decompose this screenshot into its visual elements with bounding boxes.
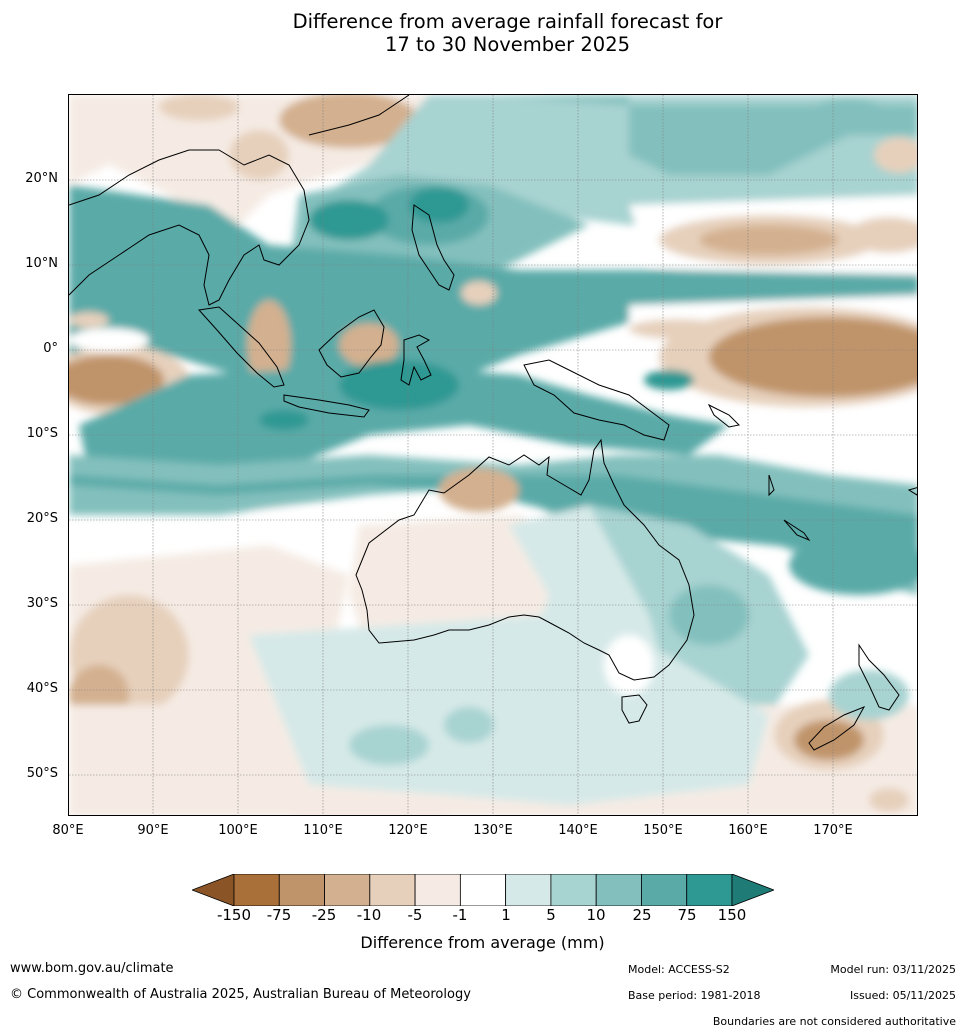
new-caledonia-coast <box>783 519 811 542</box>
colorbar-block <box>595 873 642 907</box>
sulawesi-coast <box>400 334 432 386</box>
colorbar-tick: -1 <box>452 906 468 924</box>
australia-coast <box>355 438 695 681</box>
colorbar-block <box>324 873 371 907</box>
colorbar-tick: 150 <box>717 906 747 924</box>
colorbar-svg <box>190 873 776 907</box>
lat-label-50s: 50°S <box>26 766 58 781</box>
vanuatu-coast <box>768 474 775 497</box>
solomon-coast <box>707 403 741 428</box>
china-coast <box>308 95 410 136</box>
nz-north-coast <box>858 643 900 711</box>
colorbar-under-triangle <box>190 873 235 907</box>
lat-label-30s: 30°S <box>26 596 58 611</box>
lat-label-10n: 10°N <box>25 256 58 271</box>
map-canvas <box>69 95 917 815</box>
java-coast <box>283 394 370 418</box>
philippines-coast <box>411 204 455 291</box>
indochina-coast <box>69 149 310 306</box>
colorbar-block <box>505 873 552 907</box>
colorbar-tick: -10 <box>356 906 382 924</box>
lat-label-10s: 10°S <box>26 426 58 441</box>
colorbar <box>190 873 776 907</box>
borneo-coast <box>318 309 385 378</box>
coastlines <box>69 95 917 751</box>
copyright-text: © Commonwealth of Australia 2025, Austra… <box>10 987 471 1002</box>
rainfall-map <box>68 94 918 816</box>
map-gridlines <box>69 95 917 815</box>
colorbar-tick: -150 <box>216 906 252 924</box>
nz-south-coast <box>808 706 866 751</box>
colorbar-block <box>369 873 416 907</box>
lon-label-120e: 120°E <box>388 823 428 838</box>
lon-label-100e: 100°E <box>218 823 258 838</box>
lat-label-20n: 20°N <box>25 171 58 186</box>
lon-label-130e: 130°E <box>473 823 513 838</box>
model-text: Model: ACCESS-S2 <box>628 963 730 976</box>
base-period-text: Base period: 1981-2018 <box>628 989 761 1002</box>
colorbar-tick: 10 <box>586 906 606 924</box>
lon-label-150e: 150°E <box>643 823 683 838</box>
colorbar-block <box>278 873 325 907</box>
lon-label-140e: 140°E <box>558 823 598 838</box>
colorbar-tick: 25 <box>632 906 652 924</box>
title-line-2: 17 to 30 November 2025 <box>384 33 631 56</box>
colorbar-tick: -75 <box>266 906 292 924</box>
colorbar-blocks <box>233 873 733 907</box>
colorbar-block <box>686 873 733 907</box>
new-guinea-coast <box>523 359 670 441</box>
colorbar-block <box>233 873 280 907</box>
lat-label-20s: 20°S <box>26 511 58 526</box>
map-title: Difference from average rainfall forecas… <box>0 10 965 56</box>
lat-label-0: 0° <box>43 341 58 356</box>
lon-label-80e: 80°E <box>52 823 84 838</box>
colorbar-tick: 75 <box>677 906 697 924</box>
model-run-text: Model run: 03/11/2025 <box>830 963 956 976</box>
colorbar-block <box>414 873 461 907</box>
title-line-1: Difference from average rainfall forecas… <box>292 10 723 33</box>
website-link[interactable]: www.bom.gov.au/climate <box>10 961 174 976</box>
tasmania-coast <box>621 694 648 724</box>
colorbar-tick: 1 <box>501 906 511 924</box>
lat-label-40s: 40°S <box>26 681 58 696</box>
lon-label-110e: 110°E <box>303 823 343 838</box>
colorbar-block <box>459 873 507 907</box>
disclaimer-text: Boundaries are not considered authoritat… <box>712 1015 956 1028</box>
colorbar-over-triangle <box>731 873 776 907</box>
lon-label-170e: 170°E <box>813 823 853 838</box>
colorbar-label: Difference from average (mm) <box>360 933 605 952</box>
colorbar-block <box>641 873 688 907</box>
colorbar-block <box>550 873 597 907</box>
colorbar-tick: 5 <box>546 906 556 924</box>
sumatra-coast <box>198 306 285 388</box>
colorbar-tick: -5 <box>407 906 423 924</box>
fiji-coast <box>907 487 917 496</box>
lon-label-160e: 160°E <box>728 823 768 838</box>
colorbar-tick: -25 <box>311 906 337 924</box>
issued-text: Issued: 05/11/2025 <box>849 989 956 1002</box>
lon-label-90e: 90°E <box>137 823 169 838</box>
